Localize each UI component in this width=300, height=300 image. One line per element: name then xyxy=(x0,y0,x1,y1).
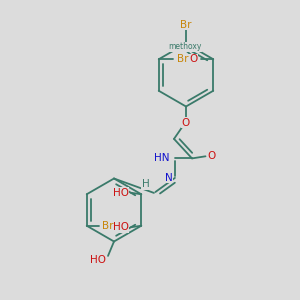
Text: HN: HN xyxy=(154,153,170,164)
Text: HO: HO xyxy=(113,222,129,232)
Text: Br: Br xyxy=(102,221,114,231)
Text: HO: HO xyxy=(113,188,129,198)
Text: O: O xyxy=(208,151,216,161)
Text: O: O xyxy=(182,118,190,128)
Text: Br: Br xyxy=(180,20,192,30)
Text: N: N xyxy=(165,173,172,183)
Text: H: H xyxy=(142,179,150,189)
Text: HO: HO xyxy=(90,255,106,265)
Text: methoxy: methoxy xyxy=(168,42,202,51)
Text: O: O xyxy=(189,54,198,64)
Text: Br: Br xyxy=(177,54,189,64)
